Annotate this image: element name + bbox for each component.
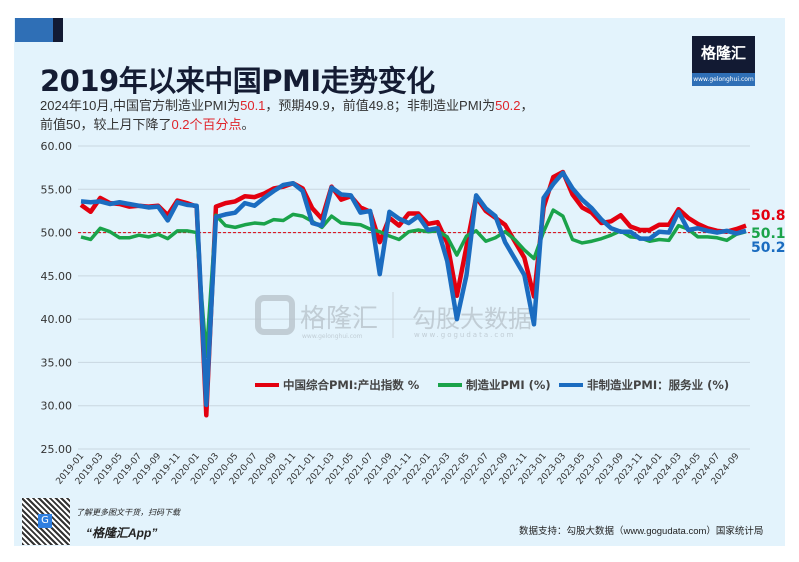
watermark-left: 格隆汇	[300, 304, 378, 334]
y-tick-label: 60.00	[41, 140, 73, 153]
legend-label-services: 非制造业PMI：服务业 (%)	[587, 378, 729, 392]
y-tick-label: 40.00	[41, 313, 73, 326]
mfg-pmi-value: 50.1	[240, 98, 266, 113]
y-tick-label: 45.00	[41, 270, 73, 283]
subtitle-text: ，预期49.9，前值49.8；非制造业PMI为	[265, 98, 496, 113]
subtitle-text: 2024年10月,中国官方制造业PMI为	[40, 98, 241, 113]
y-tick-label: 50.00	[41, 227, 73, 240]
legend-label-manufacturing: 制造业PMI (%)	[466, 378, 551, 392]
watermark-right: 勾股大数据	[412, 305, 532, 333]
y-tick-label: 35.00	[41, 356, 73, 369]
watermark-right-url: www.gogudata.com	[414, 331, 515, 339]
legend-label-composite: 中国综合PMI:产出指数 %	[283, 378, 420, 392]
end-label-composite: 50.8	[751, 208, 786, 224]
non-mfg-pmi-value: 50.2	[495, 98, 521, 113]
y-tick-label: 25.00	[41, 443, 73, 456]
watermark-g-icon	[255, 295, 295, 335]
subtitle-line-2: 前值50，较上月下降了0.2个百分点。	[40, 114, 255, 133]
accent-stripe	[15, 18, 53, 42]
app-name: “格隆汇App”	[86, 526, 158, 540]
change-value: 0.2个百分点	[171, 117, 242, 132]
gelonghui-logo: 格隆汇 www.gelonghui.com	[692, 36, 755, 86]
subtitle-text: 。	[241, 117, 255, 132]
legend: 中国综合PMI:产出指数 % 制造业PMI (%) 非制造业PMI：服务业 (%…	[255, 378, 729, 392]
end-label-manufacturing: 50.1	[751, 226, 786, 242]
accent-stripe-dark	[53, 18, 63, 42]
subtitle-text: ，	[520, 98, 534, 113]
page-title: 2019年以来中国PMI走势变化	[40, 64, 435, 98]
series-line-services	[80, 170, 747, 408]
qr-code[interactable]: G	[22, 498, 70, 545]
qr-caption: 了解更多图文干货，扫码下载	[76, 508, 180, 517]
watermark: 格隆汇 www.gelonghui.com 勾股大数据 www.gogudata…	[255, 292, 532, 340]
data-source: 数据支持：勾股大数据（www.gogudata.com）国家统计局	[519, 526, 764, 537]
subtitle-text: 前值50，较上月下降了	[40, 117, 172, 132]
y-tick-label: 30.00	[41, 400, 73, 413]
y-tick-label: 55.00	[41, 183, 73, 196]
end-label-services: 50.2	[751, 240, 786, 256]
watermark-left-url: www.gelonghui.com	[302, 333, 363, 340]
subtitle-line-1: 2024年10月,中国官方制造业PMI为50.1，预期49.9，前值49.8；非…	[40, 95, 533, 114]
app-logo-icon: G	[38, 514, 52, 528]
logo-text: 格隆汇	[700, 44, 746, 62]
chart-card	[14, 18, 785, 546]
logo-url: www.gelonghui.com	[692, 73, 755, 86]
